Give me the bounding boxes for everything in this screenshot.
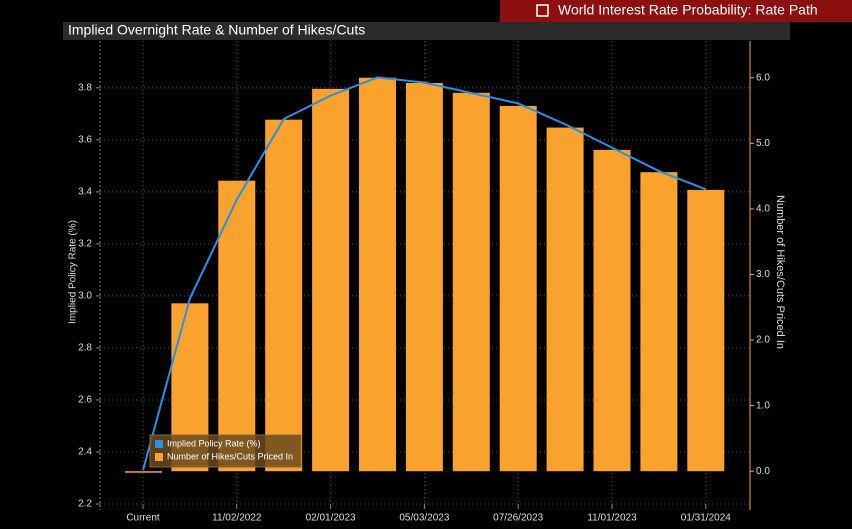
bar bbox=[312, 88, 350, 472]
y-tick-label: 3.6 bbox=[78, 134, 92, 145]
bar bbox=[405, 82, 443, 472]
y-tick-label: 3.8 bbox=[78, 82, 92, 93]
bar bbox=[687, 189, 725, 472]
x-tick-label: 11/02/2022 bbox=[212, 513, 262, 524]
x-tick-label: 02/01/2023 bbox=[306, 513, 356, 524]
x-tick-label: 07/26/2023 bbox=[493, 513, 543, 524]
bar bbox=[359, 77, 396, 472]
y2-tick-label: 6.0 bbox=[756, 72, 770, 83]
bar bbox=[218, 180, 256, 472]
y-tick-label: 3.2 bbox=[78, 239, 92, 250]
x-tick-label: 05/03/2023 bbox=[399, 513, 449, 524]
y-tick-label: 2.8 bbox=[78, 343, 92, 354]
title-bar bbox=[63, 22, 790, 40]
y2-tick-label: 0.0 bbox=[756, 466, 770, 477]
bar bbox=[452, 92, 490, 472]
header-bar bbox=[500, 0, 852, 22]
bar bbox=[546, 127, 584, 472]
y-tick-label: 2.4 bbox=[78, 447, 92, 458]
legend-swatch bbox=[155, 453, 163, 461]
y-tick-label: 3.0 bbox=[78, 291, 92, 302]
bar bbox=[640, 172, 678, 472]
y2-tick-label: 1.0 bbox=[756, 400, 770, 411]
y2-tick-label: 2.0 bbox=[756, 335, 770, 346]
y-tick-label: 2.6 bbox=[78, 395, 92, 406]
legend-box bbox=[149, 434, 302, 468]
x-tick-label: Current bbox=[126, 513, 160, 524]
y2-tick-label: 5.0 bbox=[756, 138, 770, 149]
x-tick-label: 01/31/2024 bbox=[681, 513, 731, 524]
y2-tick-label: 3.0 bbox=[756, 269, 770, 280]
y-axis-label: Implied Policy Rate (%) bbox=[68, 220, 79, 324]
legend-swatch bbox=[155, 440, 163, 448]
y2-tick-label: 4.0 bbox=[756, 204, 770, 215]
rate-line bbox=[142, 76, 707, 471]
launch-icon[interactable] bbox=[536, 4, 549, 17]
legend-label: Number of Hikes/Cuts Priced In bbox=[167, 451, 293, 461]
legend-label: Implied Policy Rate (%) bbox=[167, 438, 261, 448]
x-tick-label: 11/01/2023 bbox=[587, 513, 637, 524]
bar bbox=[265, 119, 303, 472]
bar bbox=[499, 105, 537, 472]
bar bbox=[125, 471, 162, 473]
header-title: World Interest Rate Probability: Rate Pa… bbox=[558, 2, 818, 18]
bar bbox=[593, 149, 631, 472]
chart-title: Implied Overnight Rate & Number of Hikes… bbox=[68, 22, 365, 38]
y2-axis-label: Number of Hikes/Cuts Priced In bbox=[774, 195, 786, 349]
y-tick-label: 3.4 bbox=[78, 187, 92, 198]
y-tick-label: 2.2 bbox=[78, 499, 92, 510]
